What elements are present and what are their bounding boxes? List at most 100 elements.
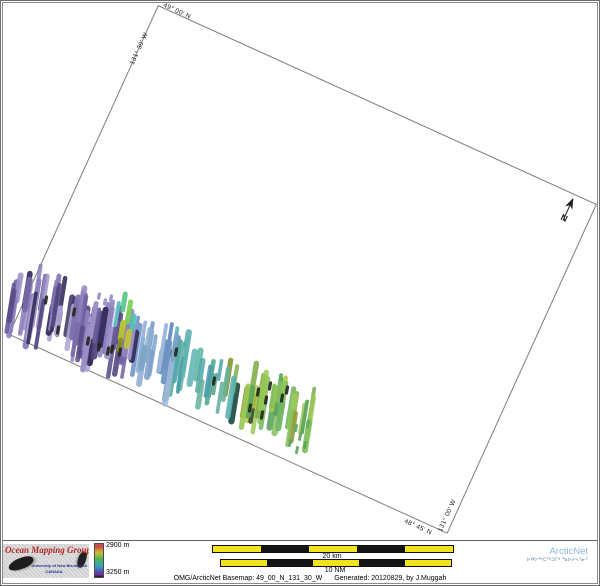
swath-stroke [143, 349, 155, 380]
arcticnet-inuktitut-text: ᐅᑭᐅᖅᑕᖅᑐᒥᒃ ᖃᐅᔨᓴᕐᓃᑦ [526, 557, 588, 563]
swath-stroke [250, 385, 260, 409]
swath-stroke [215, 381, 224, 414]
swath-stroke [102, 298, 108, 306]
swath-stroke [68, 294, 82, 341]
omg-logo-title: Ocean Mapping Group [5, 545, 89, 555]
colorbar-min-depth-label: 2900 m [106, 542, 130, 549]
arcticnet-wordmark: ArcticNet [549, 546, 588, 557]
north-arrow-letter: N [559, 212, 569, 224]
swath-stroke [21, 276, 33, 313]
swath-stroke [6, 288, 17, 324]
swath-stroke [211, 376, 217, 386]
swath-stroke [181, 336, 191, 376]
swath-stroke [124, 299, 134, 325]
swath-stroke [70, 321, 80, 357]
swath-stroke [80, 323, 93, 373]
swath-stroke [216, 359, 224, 381]
basemap-caption: OMG/ArcticNet Basemap: 49_00_N_131_30_W G… [130, 575, 490, 582]
scalebar-nm-label: 10 NM [324, 567, 346, 574]
omg-logo-university: University of New Brunswick [31, 563, 88, 568]
swath-stroke [285, 408, 295, 447]
swath-stroke [91, 310, 105, 360]
swath-stroke [85, 336, 91, 346]
swath-stroke [123, 329, 133, 349]
swath-stroke [247, 403, 253, 413]
swath-stroke [225, 375, 237, 420]
basemap-generated-text: Generated: 20120829, by J.Muggah [334, 575, 447, 582]
swath-stroke [117, 347, 123, 357]
swath-stroke [195, 378, 205, 410]
swath-stroke [238, 383, 251, 430]
swath-stroke [306, 420, 310, 428]
swath-stroke [284, 385, 290, 395]
swath-stroke [303, 441, 307, 449]
swath-stroke [298, 433, 302, 441]
swath-stroke [96, 342, 102, 352]
swath-stroke [170, 332, 179, 362]
swath-stroke [113, 301, 121, 327]
swath-stroke [49, 286, 58, 314]
basemap-name-text: OMG/ArcticNet Basemap: 49_00_N_131_30_W [173, 575, 323, 582]
swath-stroke [259, 410, 265, 420]
swath-stroke [295, 446, 299, 454]
swath-stroke [158, 339, 168, 375]
scalebar-nm [220, 559, 452, 567]
swath-stroke [105, 346, 111, 356]
swath-stroke [93, 302, 99, 310]
depth-colorbar [94, 543, 104, 578]
colorbar-max-depth-label: 3250 m [106, 569, 130, 576]
swath-stroke [50, 282, 62, 328]
swath-stroke [228, 382, 241, 425]
swath-stroke [26, 291, 38, 345]
swath-stroke [257, 369, 270, 411]
north-arrow-icon: N [550, 192, 585, 231]
swath-stroke [263, 395, 269, 405]
swath-stroke [186, 348, 198, 388]
swath-stroke [129, 313, 137, 333]
swath-stroke [287, 410, 299, 444]
swath-stroke [279, 393, 285, 403]
swath-stroke [138, 344, 148, 372]
swath-stroke [63, 294, 76, 338]
swath-stroke [220, 366, 231, 403]
swath-stroke [171, 339, 183, 384]
swath-stroke [163, 322, 174, 369]
swath-stroke [102, 299, 115, 353]
swath-stroke [55, 325, 61, 335]
swath-stroke [75, 325, 86, 363]
swath-svg [4, 263, 317, 454]
swath-stroke [203, 364, 214, 399]
swath-stroke [173, 347, 179, 357]
swath-stroke [135, 320, 148, 373]
swath-stroke [108, 294, 114, 302]
omg-logo: Ocean Mapping Group University of New Br… [3, 544, 89, 578]
swath-stroke [294, 424, 298, 432]
swath-stroke [157, 323, 169, 373]
swath-stroke [142, 326, 154, 364]
swath-stroke [128, 329, 140, 364]
swath-stroke [33, 298, 46, 350]
swath-stroke [96, 292, 102, 300]
swath-stroke [193, 347, 204, 382]
swath-stroke [117, 320, 127, 342]
swath-stroke [71, 307, 77, 317]
swath-stroke [75, 290, 85, 328]
omg-logo-country: CANADA [45, 569, 63, 574]
swath-stroke [275, 380, 284, 404]
swath-stroke [13, 272, 24, 304]
swath-stroke [268, 383, 277, 409]
scalebar-km [212, 545, 454, 553]
swath-stroke [96, 306, 109, 349]
swath-stroke [288, 439, 292, 447]
scalebar-km-label: 20 km [322, 553, 342, 560]
swath-stroke [267, 381, 273, 391]
swath-stroke [109, 344, 115, 354]
swath-stroke [120, 291, 128, 313]
swath-stroke [92, 307, 102, 344]
swath-stroke [300, 399, 309, 435]
swath-stroke [275, 400, 286, 432]
swath-stroke [163, 356, 176, 402]
swath-stroke [255, 387, 261, 397]
swath-stroke [176, 356, 185, 394]
